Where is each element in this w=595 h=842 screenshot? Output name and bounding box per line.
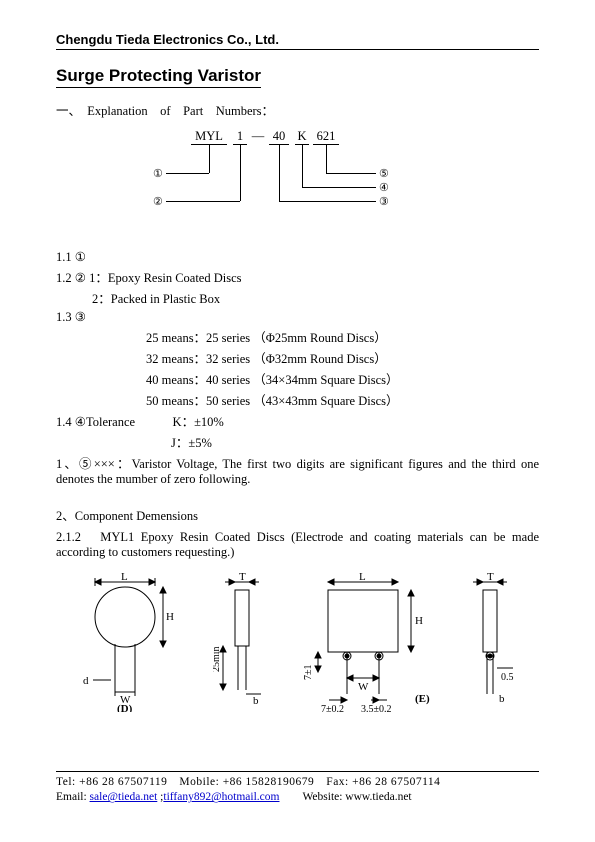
line-1-4: 1.4 ④Tolerance K：±10%	[56, 411, 539, 430]
lead-2	[166, 201, 240, 202]
dim-7pm02: 7±0.2	[321, 704, 344, 715]
page-title: Surge Protecting Varistor	[56, 66, 539, 88]
tick-4	[302, 145, 303, 187]
dim-0-5: 0.5	[501, 672, 514, 683]
tick-1	[209, 145, 210, 173]
dim-H: H	[166, 611, 174, 623]
line-1-2b: 2：Packed in Plastic Box	[56, 288, 539, 307]
footer-email1-link[interactable]: sale@tieda.net	[90, 791, 158, 803]
drawing-round-front: L H d W (D)	[73, 572, 183, 712]
line-1-5: 1、⑤×××：Varistor Voltage, The first two d…	[56, 453, 539, 487]
series-50: 50 means：50 series （43×43mm Square Discs…	[56, 390, 539, 409]
dim-d: d	[83, 675, 89, 687]
dim-b2: b	[499, 693, 505, 705]
footer-website: Website: www.tieda.net	[279, 791, 411, 803]
tick-3	[279, 145, 280, 201]
label-D: (D)	[117, 703, 133, 712]
mark-3: ③	[379, 195, 389, 208]
footer-line1: Tel: +86 28 67507119 Mobile: +86 1582819…	[56, 775, 539, 791]
lead-4	[302, 187, 376, 188]
series-32: 32 means：32 series （Φ32mm Round Discs）	[56, 348, 539, 367]
footer-email-label: Email:	[56, 791, 90, 803]
page-footer: Tel: +86 28 67507119 Mobile: +86 1582819…	[56, 771, 539, 806]
dim-L: L	[121, 572, 128, 583]
mark-2: ②	[153, 195, 163, 208]
tick-5	[326, 145, 327, 173]
dim-T2: T	[487, 572, 494, 583]
series-40: 40 means：40 series （34×34mm Square Discs…	[56, 369, 539, 388]
pn-40: 40	[269, 129, 289, 145]
pn-1: 1	[233, 129, 247, 145]
title-text: Surge Protecting Varistor	[56, 66, 261, 88]
dim-W2: W	[358, 681, 369, 693]
part-number-diagram: MYL 1 — 40 K 621 ① ② ⑤ ④ ③	[141, 129, 421, 239]
company-name: Chengdu Tieda Electronics Co., Ltd.	[56, 32, 539, 47]
pn-myl: MYL	[191, 129, 227, 145]
dim-L2: L	[359, 572, 366, 583]
label-E: (E)	[415, 693, 430, 705]
drawing-round-side: T 25min b	[213, 572, 273, 712]
footer-line2: Email: sale@tieda.net ;tiffany892@hotmai…	[56, 790, 539, 806]
lead-3	[279, 201, 376, 202]
dim-7pm1: 7±1	[303, 665, 314, 681]
tick-2	[240, 145, 241, 201]
mark-4: ④	[379, 181, 389, 194]
dimension-drawings: L H d W (D) T 25min b	[56, 572, 539, 722]
section2-heading: 2、Component Demensions	[56, 505, 539, 524]
dim-H2: H	[415, 615, 423, 627]
pn-dash: —	[251, 129, 265, 144]
line-1-4b: J：±5%	[56, 432, 539, 451]
drawing-square-side: T 0.5 b	[463, 572, 523, 722]
line-1-2: 1.2 ② 1：Epoxy Resin Coated Discs	[56, 267, 539, 286]
drawing-square-front: L H 7±1 W 7±0.2 3.5±0.2 (E)	[303, 572, 433, 722]
series-25: 25 means：25 series （Φ25mm Round Discs）	[56, 327, 539, 346]
lead-5	[326, 173, 376, 174]
dim-T1: T	[239, 572, 246, 583]
dim-35pm02: 3.5±0.2	[361, 704, 392, 715]
header-rule	[56, 49, 539, 50]
footer-email2-link[interactable]: tiffany892@hotmail.com	[163, 791, 279, 803]
pn-621: 621	[313, 129, 339, 145]
dim-b1: b	[253, 695, 259, 707]
line-2-1-2: 2.1.2 MYL1 Epoxy Resin Coated Discs (Ele…	[56, 526, 539, 560]
line-1-1: 1.1 ①	[56, 249, 539, 265]
mark-5: ⑤	[379, 167, 389, 180]
mark-1: ①	[153, 167, 163, 180]
lead-1	[166, 173, 209, 174]
pn-k: K	[295, 129, 309, 145]
line-1-3: 1.3 ③	[56, 309, 539, 325]
dim-25min: 25min	[213, 646, 222, 672]
section1-heading: 一、 Explanation of Part Numbers：	[56, 100, 539, 119]
